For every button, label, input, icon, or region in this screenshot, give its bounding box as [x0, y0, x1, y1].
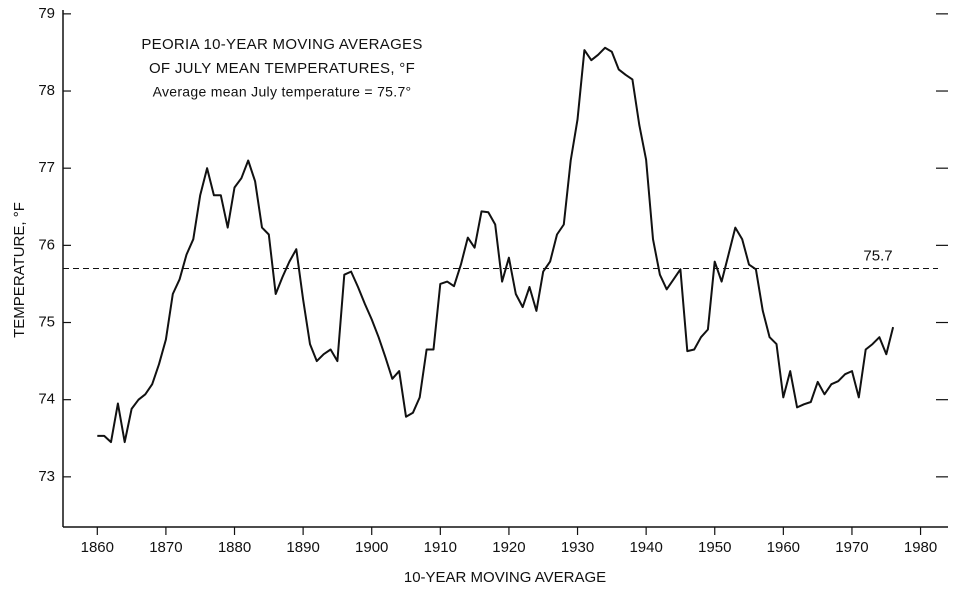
y-tick-label: 78	[38, 82, 55, 99]
y-tick-label: 76	[38, 236, 55, 253]
y-tick-label: 77	[38, 159, 55, 176]
y-tick-label: 79	[38, 5, 55, 22]
y-tick-label: 73	[38, 468, 55, 485]
x-axis-label: 10-YEAR MOVING AVERAGE	[404, 569, 606, 586]
x-tick-label: 1960	[767, 539, 800, 556]
x-tick-label: 1870	[149, 539, 182, 556]
x-tick-label: 1940	[629, 539, 662, 556]
x-tick-label: 1890	[286, 539, 319, 556]
chart-subtitle: Average mean July temperature = 75.7°	[153, 84, 412, 100]
data-line	[97, 46, 895, 444]
reference-label: 75.7	[863, 247, 892, 264]
x-tick-label: 1900	[355, 539, 388, 556]
x-tick-label: 1910	[424, 539, 457, 556]
x-tick-label: 1930	[561, 539, 594, 556]
chart-title: OF JULY MEAN TEMPERATURES, °F	[149, 60, 415, 77]
x-tick-label: 1920	[492, 539, 525, 556]
y-tick-label: 75	[38, 313, 55, 330]
x-tick-label: 1860	[81, 539, 114, 556]
chart-title: PEORIA 10-YEAR MOVING AVERAGES	[141, 36, 422, 53]
x-tick-label: 1970	[835, 539, 868, 556]
x-tick-label: 1880	[218, 539, 251, 556]
x-tick-label: 1980	[904, 539, 937, 556]
y-axis-label: TEMPERATURE, °F	[11, 202, 28, 338]
y-tick-label: 74	[38, 391, 55, 408]
x-tick-label: 1950	[698, 539, 731, 556]
